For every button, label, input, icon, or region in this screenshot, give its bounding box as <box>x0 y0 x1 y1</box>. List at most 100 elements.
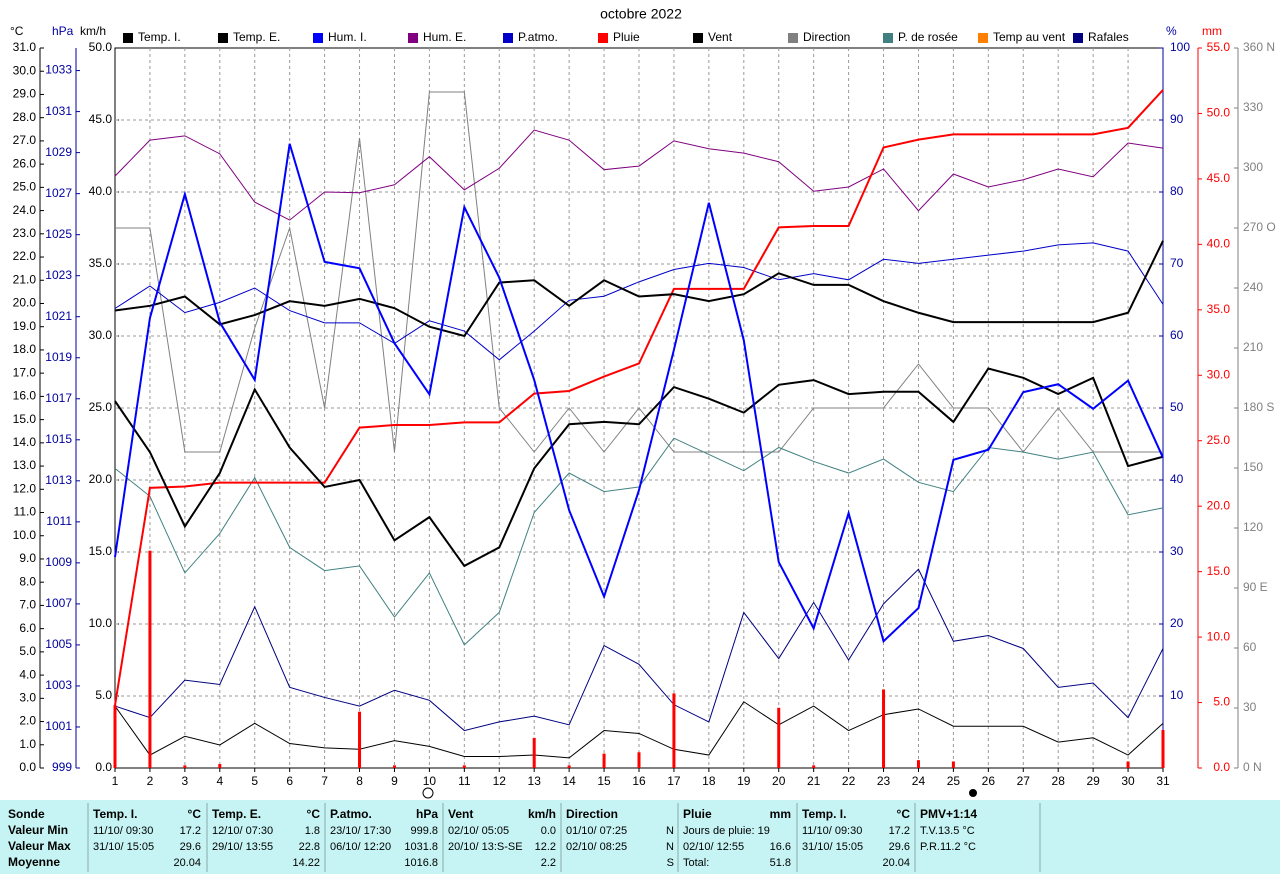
y-tick-label: 1033 <box>45 63 72 77</box>
y-tick-label: 1013 <box>45 473 72 487</box>
y-tick-label: 60 <box>1170 328 1184 342</box>
y-tick-label: 12.0 <box>13 481 37 495</box>
panel-value: 29.6 <box>889 841 910 853</box>
y-tick-label: 20.0 <box>1207 498 1231 512</box>
panel-title: PMV+1:14 <box>920 807 977 821</box>
panel-value: 2.2 <box>541 857 556 869</box>
row-label: Sonde <box>8 807 45 821</box>
panel-value: 51.8 <box>770 857 791 869</box>
axis-unit: % <box>1166 24 1177 38</box>
y-tick-label: 20 <box>1170 616 1184 630</box>
rain-bar <box>392 765 396 768</box>
y-tick-label: 28.0 <box>13 110 37 124</box>
y-tick-label: 15.0 <box>13 412 37 426</box>
y-tick-label: 240 <box>1243 280 1263 294</box>
legend-swatch <box>693 33 703 43</box>
rain-bar <box>113 705 117 768</box>
rain-bar <box>637 752 641 768</box>
panel-unit: hPa <box>416 807 438 821</box>
y-tick-label: 40.0 <box>89 184 113 198</box>
panel-value: 16.6 <box>770 841 791 853</box>
axis-unit: km/h <box>80 24 106 38</box>
y-tick-label: 1031 <box>45 104 72 118</box>
moon-new <box>969 789 977 797</box>
panel-title: Direction <box>566 807 618 821</box>
summary-panel <box>0 800 1280 874</box>
legend-swatch <box>978 33 988 43</box>
x-tick-label: 30 <box>1121 774 1135 788</box>
panel-unit: °C <box>897 807 911 821</box>
y-tick-label: 11.0 <box>14 505 37 519</box>
x-tick-label: 22 <box>842 774 856 788</box>
y-tick-label: 25.0 <box>89 400 113 414</box>
y-tick-label: 25.0 <box>13 180 37 194</box>
x-tick-label: 7 <box>321 774 328 788</box>
y-tick-label: 1009 <box>45 555 72 569</box>
y-tick-label: 25.0 <box>1207 433 1231 447</box>
y-tick-label: 5.0 <box>95 688 112 702</box>
axis-unit: mm <box>1202 24 1222 38</box>
legend-label: Direction <box>803 30 850 44</box>
y-tick-label: 6.0 <box>19 621 36 635</box>
y-tick-label: 18.0 <box>13 342 37 356</box>
series-line <box>114 568 1164 732</box>
chart-title: octobre 2022 <box>600 6 682 22</box>
y-tick-label: 5.0 <box>1213 695 1230 709</box>
panel-value: 14.22 <box>292 857 320 869</box>
series-line <box>114 367 1164 568</box>
y-tick-label: 1.0 <box>19 737 36 751</box>
y-tick-label: 40 <box>1170 472 1184 486</box>
rain-bar <box>1161 730 1165 768</box>
y-tick-label: 330 <box>1243 100 1263 114</box>
y-tick-label: 30 <box>1170 544 1184 558</box>
panel-value: 12.2 <box>535 841 556 853</box>
x-tick-label: 28 <box>1052 774 1066 788</box>
legend-swatch <box>788 33 798 43</box>
y-tick-label: 17.0 <box>13 365 37 379</box>
y-tick-label: 45.0 <box>89 112 113 126</box>
series-line <box>114 240 1164 338</box>
y-tick-label: 10.0 <box>13 528 37 542</box>
panel-value: 1016.8 <box>404 857 438 869</box>
y-tick-label: 50.0 <box>1207 106 1231 120</box>
y-tick-label: 3.0 <box>19 690 36 704</box>
y-tick-label: 21.0 <box>13 272 37 286</box>
series-line <box>114 89 1164 706</box>
panel-title: Vent <box>448 807 473 821</box>
y-tick-label: 270 O <box>1243 220 1276 234</box>
panel-date: 11/10/ 09:30 <box>93 825 153 837</box>
panel-value: 1.8 <box>305 825 320 837</box>
legend-swatch <box>408 33 418 43</box>
panel-value: S <box>667 857 674 869</box>
row-label: Valeur Min <box>8 823 68 837</box>
legend-label: Hum. E. <box>423 30 466 44</box>
y-tick-label: 50.0 <box>89 40 113 54</box>
panel-title: Pluie <box>683 807 712 821</box>
panel-date: 12/10/ 07:30 <box>212 825 273 837</box>
y-tick-label: 35.0 <box>1207 302 1231 316</box>
x-tick-label: 21 <box>807 774 821 788</box>
panel-date: 20/10/ 13:S-SE <box>448 841 523 853</box>
axis-unit: hPa <box>52 24 74 38</box>
rain-bar <box>602 753 606 768</box>
x-tick-label: 2 <box>147 774 154 788</box>
rain-bar <box>462 765 466 768</box>
rain-bar <box>183 765 187 768</box>
y-tick-label: 210 <box>1243 340 1263 354</box>
y-tick-label: 5.0 <box>19 644 36 658</box>
y-tick-label: 45.0 <box>1207 171 1231 185</box>
panel-title: Temp. I. <box>802 807 846 821</box>
legend-swatch <box>1073 33 1083 43</box>
rain-bar <box>951 761 955 768</box>
y-tick-label: 1027 <box>45 186 72 200</box>
rain-bar <box>1126 761 1130 768</box>
y-tick-label: 24.0 <box>13 203 37 217</box>
x-tick-label: 15 <box>597 774 611 788</box>
panel-date: 31/10/ 15:05 <box>802 841 863 853</box>
panel-title: Temp. I. <box>93 807 137 821</box>
y-tick-label: 55.0 <box>1207 40 1231 54</box>
legend-label: Temp. I. <box>138 30 181 44</box>
rain-bar <box>532 737 536 768</box>
panel-unit: mm <box>770 807 791 821</box>
y-tick-label: 2.0 <box>19 714 36 728</box>
